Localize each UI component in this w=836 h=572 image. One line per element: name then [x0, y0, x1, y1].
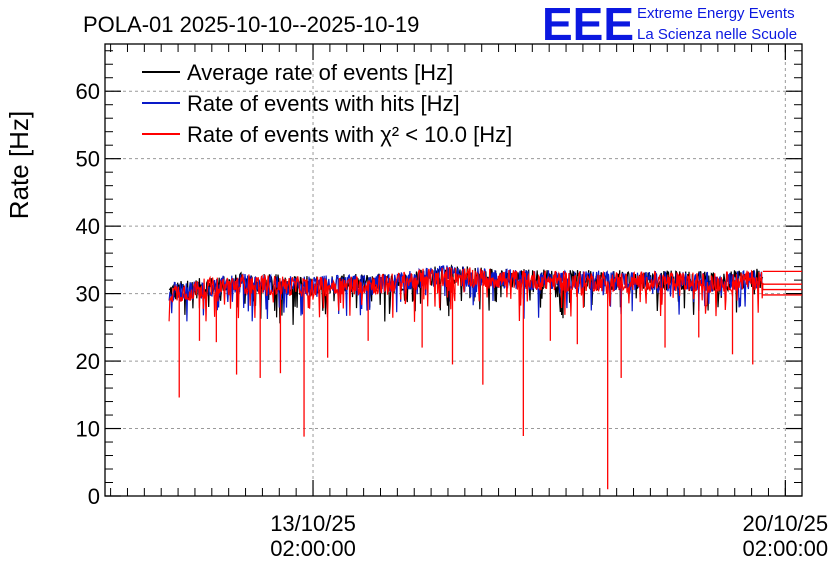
legend-label-chi2: Rate of events with χ² < 10.0 [Hz]	[187, 122, 512, 147]
x-tick-date-label: 13/10/25	[270, 511, 356, 536]
y-tick-label: 0	[88, 484, 100, 509]
axes: 010203040506013/10/2502:00:0020/10/2502:…	[76, 44, 829, 561]
eee-logo: EEE Extreme Energy Events La Scienza nel…	[542, 0, 797, 50]
x-tick-date-label: 20/10/25	[743, 511, 829, 536]
brand-line-1: Extreme Energy Events	[637, 5, 795, 22]
series-line-2	[168, 266, 764, 322]
brand-line-2: La Scienza nelle Scuole	[637, 26, 797, 43]
y-tick-label: 20	[76, 349, 100, 374]
x-tick-time-label: 02:00:00	[270, 536, 356, 561]
x-tick-time-label: 02:00:00	[743, 536, 829, 561]
legend-label-hits: Rate of events with hits [Hz]	[187, 91, 460, 116]
plot-frame	[104, 43, 803, 497]
legend-label-average: Average rate of events [Hz]	[187, 60, 453, 85]
chart-title: POLA-01 2025-10-10--2025-10-19	[83, 12, 419, 37]
y-tick-label: 40	[76, 214, 100, 239]
legend: Average rate of events [Hz] Rate of even…	[142, 60, 512, 147]
series-group	[168, 264, 802, 490]
eee-logo-text: EEE	[542, 0, 634, 50]
y-tick-label: 60	[76, 79, 100, 104]
y-axis-label: Rate [Hz]	[4, 111, 34, 219]
y-tick-label: 30	[76, 282, 100, 307]
y-tick-label: 50	[76, 147, 100, 172]
y-tick-label: 10	[76, 417, 100, 442]
